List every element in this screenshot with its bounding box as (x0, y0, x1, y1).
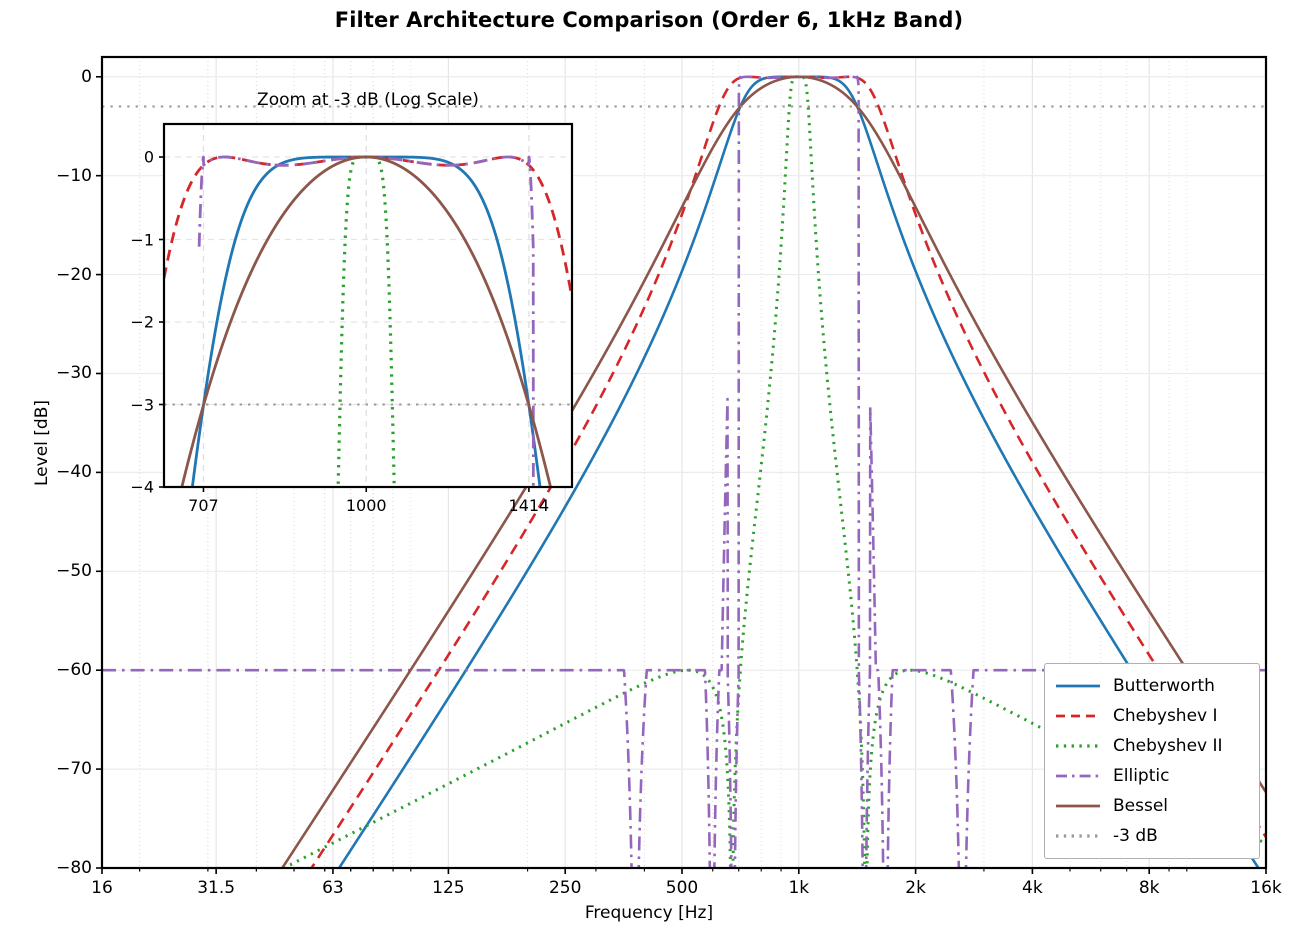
inset-x-tick-label: 707 (188, 496, 219, 515)
y-tick-label: −80 (56, 858, 92, 878)
inset-x-tick-label: 1414 (508, 496, 550, 515)
legend-swatch-chebyshev-ii (1056, 744, 1100, 748)
chart-title: Filter Architecture Comparison (Order 6,… (334, 8, 964, 32)
y-tick-label: −20 (56, 264, 92, 285)
legend-swatch-bessel (1056, 804, 1100, 808)
x-tick-label: 125 (432, 878, 465, 898)
x-tick-label: 31.5 (197, 878, 236, 898)
x-tick-label: 2k (905, 878, 926, 898)
legend-label: Bessel (1113, 796, 1169, 816)
x-tick-label: 16k (1250, 878, 1282, 898)
inset-y-tick-label: −2 (130, 312, 154, 332)
x-tick-label: 1k (788, 878, 810, 898)
inset-y-tick-label: −1 (130, 230, 154, 249)
legend-label: Butterworth (1113, 676, 1215, 696)
legend: Butterworth Chebyshev I Chebyshev II Ellipt… (1044, 663, 1260, 859)
y-tick-label: −10 (56, 165, 92, 186)
x-tick-label: 16 (91, 878, 113, 898)
x-tick-label: 63 (322, 878, 344, 898)
y-tick-label: −50 (56, 561, 92, 582)
x-tick-label: 500 (665, 878, 699, 898)
y-tick-label: −40 (56, 462, 92, 483)
axes-frame (100, 55, 1268, 870)
legend-swatch-butterworth (1056, 684, 1100, 688)
legend-item[interactable]: Butterworth (1054, 671, 1250, 701)
x-tick-label: 8k (1138, 878, 1160, 898)
x-tick-label: 4k (1022, 878, 1043, 898)
legend-item[interactable]: -3 dB (1054, 821, 1250, 851)
legend-label: Chebyshev II (1113, 736, 1223, 756)
inset-background (164, 124, 572, 487)
inset-y-tick-label: 0 (143, 147, 154, 167)
inset-y-tick-label: −4 (130, 477, 154, 497)
x-tick-label: 250 (548, 878, 582, 898)
inset-title: Zoom at -3 dB (Log Scale) (257, 90, 479, 110)
x-axis-label: Frequency [Hz] (584, 903, 714, 923)
inset-y-tick-label: −3 (130, 395, 154, 414)
legend-item[interactable]: Chebyshev I (1054, 701, 1250, 731)
legend-item[interactable]: Elliptic (1054, 761, 1250, 791)
legend-swatch-elliptic (1056, 774, 1100, 778)
y-tick-label: −60 (56, 660, 92, 681)
series-butterworth (337, 75, 1260, 868)
legend-label: Chebyshev I (1113, 706, 1218, 726)
legend-swatch-chebyshev-i (1056, 714, 1100, 718)
legend-item[interactable]: Bessel (1054, 791, 1250, 821)
legend-label: Elliptic (1113, 766, 1170, 786)
inset-x-tick-label: 1000 (345, 496, 387, 515)
legend-item[interactable]: Chebyshev II (1054, 731, 1250, 761)
inset-frame (162, 122, 574, 489)
y-tick-label: −30 (56, 363, 92, 384)
series-bessel (280, 75, 1266, 868)
y-tick-label: −70 (56, 759, 92, 780)
y-tick-label: 0 (81, 66, 92, 87)
inset-series-bessel (180, 155, 552, 487)
legend-label: -3 dB (1113, 826, 1158, 846)
legend-swatch-3-db (1056, 834, 1100, 838)
